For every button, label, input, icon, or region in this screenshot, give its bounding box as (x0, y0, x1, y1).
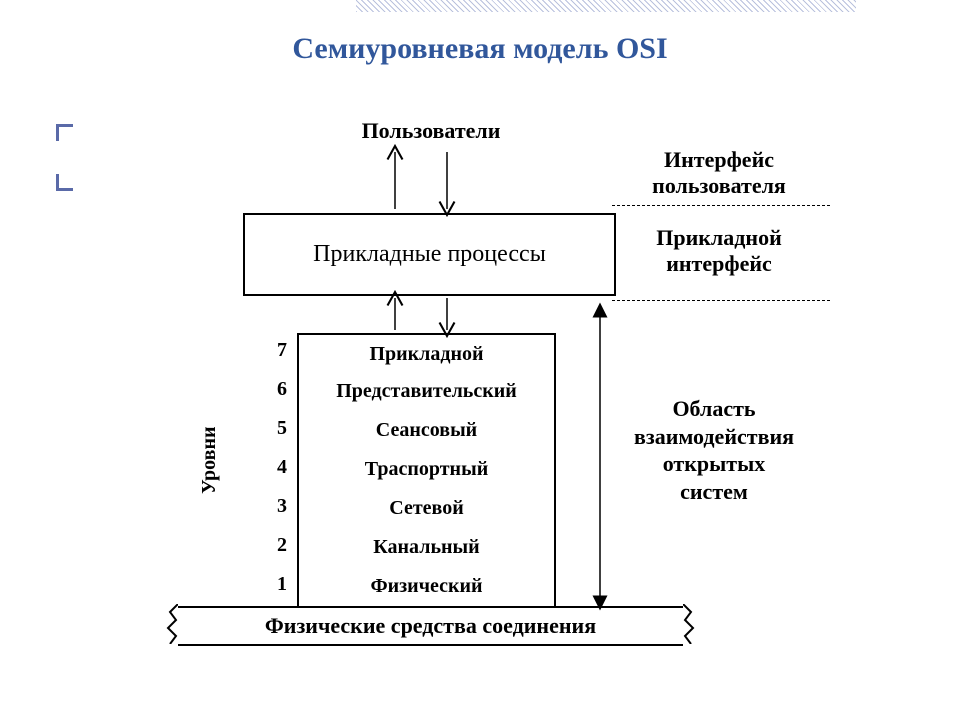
label-interaction-l2: взаимодействия (634, 424, 794, 449)
label-interaction-area: Область взаимодействия открытых систем (589, 395, 839, 505)
slide-root: Семиуровневая модель OSI Пользователи Ин… (0, 0, 960, 720)
label-app-interface-l1: Прикладной (656, 225, 782, 250)
label-user-interface-l1: Интерфейс (664, 147, 774, 172)
layer-number-1: 1 (263, 573, 287, 596)
label-user-interface: Интерфейс пользователя (619, 147, 819, 200)
diagram-title: Семиуровневая модель OSI (0, 32, 960, 66)
label-interaction-l4: систем (680, 479, 748, 504)
dash-line-bottom (612, 300, 830, 301)
layer-box-7: Прикладной (297, 333, 556, 376)
footer-box: Физические средства соединения (178, 606, 683, 646)
layer-number-2: 2 (263, 534, 287, 557)
dash-line-top (612, 205, 830, 206)
footer-zig-left (166, 604, 178, 644)
footer-text: Физические средства соединения (265, 613, 596, 639)
layer-box-1: Физический (297, 567, 556, 608)
layer-box-6: Представительский (297, 372, 556, 413)
layer-number-7: 7 (263, 339, 287, 362)
layer-box-5: Сеансовый (297, 411, 556, 452)
label-users: Пользователи (331, 118, 531, 144)
decor-bracket-top (56, 124, 73, 141)
label-app-interface: Прикладной интерфейс (619, 225, 819, 278)
layer-number-4: 4 (263, 456, 287, 479)
process-box-text: Прикладные процессы (313, 241, 546, 268)
layer-number-5: 5 (263, 417, 287, 440)
label-app-interface-l2: интерфейс (666, 251, 772, 276)
layer-box-4: Траспортный (297, 450, 556, 491)
label-user-interface-l2: пользователя (652, 173, 786, 198)
layer-number-6: 6 (263, 378, 287, 401)
layer-box-2: Канальный (297, 528, 556, 569)
process-box: Прикладные процессы (243, 213, 616, 296)
label-interaction-l3: открытых (663, 451, 766, 476)
layer-number-3: 3 (263, 495, 287, 518)
footer-zig-right (683, 604, 695, 644)
decor-hatch-bar (356, 0, 856, 12)
label-interaction-l1: Область (672, 396, 755, 421)
label-levels-vertical: Уровни (198, 395, 221, 525)
decor-bracket-bottom (56, 174, 73, 191)
layer-box-3: Сетевой (297, 489, 556, 530)
